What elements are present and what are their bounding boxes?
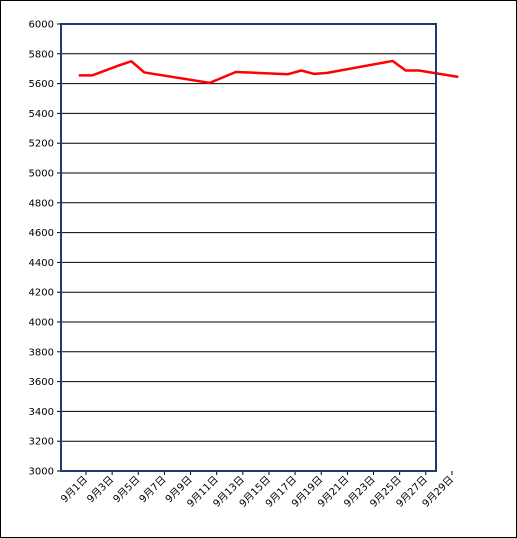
y-tick-label: 5200 <box>29 139 54 150</box>
x-axis-ticks: 9月1日9月3日9月5日9月7日9月9日9月11日9月13日9月15日9月17日… <box>58 471 456 510</box>
data-point <box>235 71 237 73</box>
data-point <box>117 65 119 67</box>
y-tick-label: 5600 <box>29 79 54 90</box>
data-point <box>130 60 132 62</box>
y-tick-label: 5800 <box>29 49 54 60</box>
x-tick-label: 9月1日 <box>58 474 90 506</box>
plot-area-border <box>60 23 437 472</box>
data-point <box>457 76 459 78</box>
y-tick-label: 4600 <box>29 228 54 239</box>
y-tick-label: 3000 <box>29 467 54 478</box>
y-tick-label: 4200 <box>29 288 54 299</box>
data-point <box>287 73 289 75</box>
data-point <box>405 69 407 72</box>
y-tick-label: 3800 <box>29 347 54 358</box>
data-point <box>313 73 315 75</box>
y-tick-label: 5400 <box>29 109 54 120</box>
data-point <box>209 82 211 84</box>
x-tick-label: 9月7日 <box>137 474 169 506</box>
y-tick-label: 4800 <box>29 198 54 209</box>
y-tick-label: 3200 <box>29 437 54 448</box>
y-tick-label: 6000 <box>29 20 54 31</box>
y-tick-label: 3400 <box>29 407 54 418</box>
data-point <box>78 74 80 77</box>
data-point <box>418 69 420 72</box>
series-line <box>79 59 459 85</box>
data-point <box>392 60 394 62</box>
y-tick-label: 4000 <box>29 318 54 329</box>
grid-lines <box>61 23 436 472</box>
data-point <box>300 69 302 72</box>
x-tick-label: 9月3日 <box>85 474 117 506</box>
y-tick-label: 3600 <box>29 377 54 388</box>
y-tick-label: 4400 <box>29 258 54 269</box>
y-axis-ticks: 3000 3200 3400 3600 3800 4000 4200 4400 4600 4800… <box>29 20 61 478</box>
data-point <box>91 74 93 77</box>
series-layer <box>78 59 459 85</box>
y-tick-label: 5000 <box>29 169 54 180</box>
data-point <box>326 72 328 74</box>
data-point <box>143 71 145 74</box>
x-tick-label: 9月5日 <box>111 474 143 506</box>
